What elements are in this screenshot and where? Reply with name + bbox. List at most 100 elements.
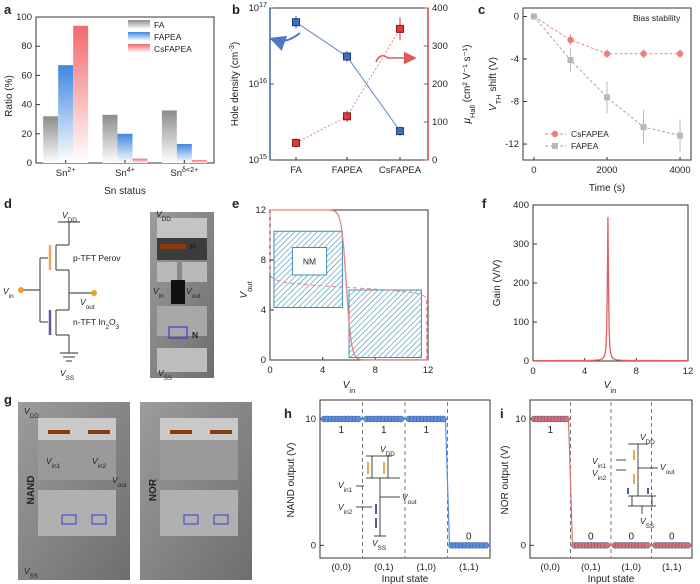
point-csfapea bbox=[567, 36, 574, 44]
x-tick-label: 4 bbox=[582, 366, 587, 377]
point-fapea bbox=[677, 132, 684, 139]
h-inset-vss: VSS bbox=[372, 538, 386, 552]
hole-density-point bbox=[343, 52, 351, 61]
logic-level-label: 1 bbox=[547, 425, 553, 436]
hole-density-point bbox=[396, 127, 404, 136]
d-photo-vin: Vin bbox=[153, 286, 164, 300]
y-tick-label: 60 bbox=[21, 70, 32, 81]
h-inset-vdd: VDD bbox=[380, 444, 395, 458]
logic-level-label: 1 bbox=[338, 425, 344, 436]
d-photo-vdd: VDD bbox=[156, 209, 171, 223]
y-tick-label: 0 bbox=[524, 356, 529, 367]
x-tick-label: (0,1) bbox=[374, 562, 394, 573]
legend-swatch-csfapea bbox=[128, 44, 150, 53]
nor-inset-schematic bbox=[616, 443, 658, 514]
h-xlabel: Input state bbox=[382, 574, 429, 584]
bar-fa-0 bbox=[43, 116, 59, 163]
g-nand-vin2: Vin2 bbox=[92, 456, 107, 470]
point-csfapea bbox=[603, 50, 611, 57]
panel-f-gain-chart: 0 4 8 12 0 100 200 300 400 Gain (V/V) Vin bbox=[492, 200, 693, 395]
h-inset-vout: Vout bbox=[402, 492, 417, 506]
y-left-tick-label: 1016 bbox=[249, 77, 268, 90]
vtc-mirror-curve bbox=[269, 210, 428, 360]
panel-label-i: i bbox=[500, 406, 504, 421]
h-inset-vin2: Vin2 bbox=[338, 502, 353, 516]
d-photo-n: N bbox=[192, 330, 198, 340]
h-ylabel: NAND output (V) bbox=[286, 442, 297, 517]
x-tick-label: Snδ<2+ bbox=[170, 166, 198, 179]
point-fapea bbox=[530, 13, 537, 20]
nor-output-point bbox=[603, 542, 611, 549]
a-xlabel: Sn status bbox=[104, 186, 146, 197]
y-right-tick-label: 0 bbox=[432, 155, 437, 166]
x-tick-label: 8 bbox=[373, 365, 378, 376]
panel-e-vtc-chart: 0 4 8 12 0 4 8 12 NM Vout Vin bbox=[239, 205, 433, 395]
y-tick-label: 40 bbox=[21, 100, 32, 111]
bar-csfapea-0 bbox=[73, 25, 89, 164]
x-tick-label: (0,1) bbox=[581, 562, 601, 573]
nor-output-point bbox=[563, 415, 570, 423]
x-tick-label: FAPEA bbox=[332, 165, 363, 176]
i-inset-vin2: Vin2 bbox=[592, 468, 607, 482]
f-xlabel: Vin bbox=[604, 380, 617, 395]
d-photo-p: P bbox=[190, 242, 196, 252]
d-vout-label: Vout bbox=[80, 297, 95, 311]
point-csfapea bbox=[640, 50, 647, 57]
y-tick-label: 300 bbox=[513, 239, 529, 250]
d-ntft-label: n-TFT In2O3 bbox=[73, 317, 120, 331]
legend-marker-fapea bbox=[552, 143, 558, 149]
i-xlabel: Input state bbox=[588, 574, 635, 584]
mobility-point bbox=[343, 112, 351, 121]
nand-output-point bbox=[482, 542, 490, 549]
h-inset-vin1: Vin1 bbox=[338, 480, 353, 494]
d-ptft-label: p-TFT Perov bbox=[73, 253, 121, 263]
panel-i-nor-chart: (0,0) 1 (0,1) 0 (1,0) 0 (1,1) 0 0 10 VDD Vin1 Vin… bbox=[500, 399, 693, 584]
legend-marker-csfapea bbox=[551, 130, 559, 138]
bar-fa-2 bbox=[161, 110, 177, 163]
logic-level-label: 1 bbox=[381, 425, 387, 436]
x-tick-label: FA bbox=[290, 165, 302, 176]
y-tick-label: 20 bbox=[21, 129, 32, 140]
legend-label-fa: FA bbox=[154, 20, 165, 30]
x-tick-label: 8 bbox=[634, 366, 639, 377]
f-ylabel: Gain (V/V) bbox=[492, 260, 503, 307]
series-line-fapea bbox=[533, 16, 681, 137]
y-right-tick-label: 400 bbox=[432, 3, 448, 14]
arrow-to-left-axis bbox=[269, 32, 301, 51]
x-tick-label: 2000 bbox=[596, 165, 617, 176]
hole-density-point bbox=[292, 18, 300, 27]
x-tick-label: Sn4+ bbox=[115, 166, 135, 179]
x-tick-label: CsFAPEA bbox=[379, 165, 422, 176]
e-xlabel: Vin bbox=[343, 380, 356, 395]
bar-fapea-1 bbox=[117, 133, 133, 163]
vin-terminal bbox=[18, 287, 24, 293]
panel-label-d: d bbox=[4, 196, 12, 211]
mobility-point bbox=[396, 24, 404, 33]
i-inset-vin1: Vin1 bbox=[592, 456, 607, 470]
d-vss-label: VSS bbox=[60, 368, 74, 382]
y-tick-label: -12 bbox=[505, 139, 519, 150]
nand-inset-schematic bbox=[356, 455, 400, 537]
x-tick-label: (0,0) bbox=[331, 562, 351, 573]
y-right-tick-label: 300 bbox=[432, 41, 448, 52]
panel-label-h: h bbox=[284, 406, 292, 421]
y-left-tick-label: 1017 bbox=[249, 1, 268, 14]
y-right-tick-label: 200 bbox=[432, 79, 448, 90]
panel-label-a: a bbox=[4, 2, 12, 17]
point-fapea bbox=[640, 124, 647, 131]
bar-fapea-2 bbox=[176, 144, 192, 163]
y-tick-label: 8 bbox=[261, 255, 266, 266]
y-tick-label: 0 bbox=[521, 540, 526, 551]
bar-fa-1 bbox=[102, 114, 118, 163]
panel-g-logic-photos: VDD Vin1 Vin2 Vout NAND VSS NOR bbox=[18, 402, 252, 580]
nm-label: NM bbox=[303, 256, 316, 266]
panel-a-bar-chart: Sn2+ Sn4+ Snδ<2+ 0 20 40 60 80 100 FA FAPEA CsFA… bbox=[4, 12, 215, 197]
y-tick-label: -4 bbox=[511, 54, 519, 65]
x-tick-label: 4 bbox=[320, 365, 325, 376]
point-fapea bbox=[604, 94, 610, 101]
x-tick-label: (0,0) bbox=[540, 562, 560, 573]
y-tick-label: 0 bbox=[514, 12, 519, 23]
legend-c: CsFAPEA FAPEA bbox=[545, 129, 609, 151]
legend-label-csfapea-c: CsFAPEA bbox=[571, 129, 609, 139]
y-tick-label: 0 bbox=[27, 158, 32, 169]
